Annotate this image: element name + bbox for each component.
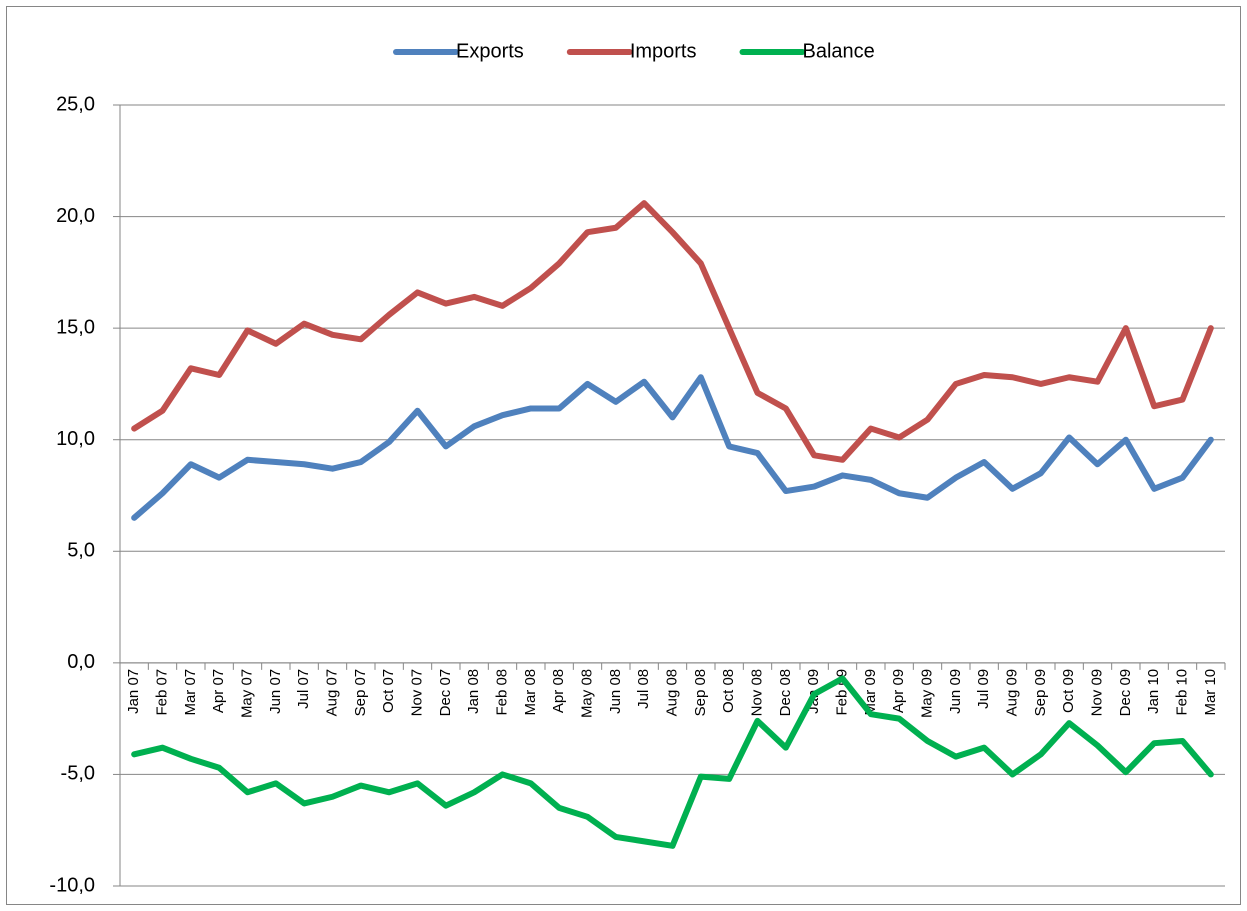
x-tick-label: Mar 10 [1202, 669, 1219, 716]
x-tick-label: May 07 [238, 669, 255, 718]
x-tick-label: Apr 07 [210, 669, 227, 713]
x-tick-label: Nov 09 [1088, 669, 1105, 717]
x-tick-label: Jul 07 [295, 669, 312, 709]
x-tick-label: Jul 08 [635, 669, 652, 709]
x-tick-label: Jan 08 [465, 669, 482, 714]
x-tick-label: Jun 07 [267, 669, 284, 714]
y-tick-label: -10,0 [49, 874, 95, 896]
x-tick-label: Mar 08 [522, 669, 539, 716]
x-tick-label: Feb 10 [1173, 669, 1190, 716]
x-tick-label: Oct 09 [1060, 669, 1077, 713]
series-line [131, 200, 1214, 463]
legend-label: Imports [630, 40, 697, 62]
x-tick-label: Feb 07 [153, 669, 170, 716]
x-tick-label: Dec 07 [437, 669, 454, 717]
x-tick-label: Aug 07 [323, 669, 340, 717]
x-tick-label: Sep 07 [352, 669, 369, 717]
series-line [131, 675, 1214, 849]
legend-label: Exports [456, 40, 524, 62]
x-tick-label: Jun 09 [947, 669, 964, 714]
x-tick-label: Apr 08 [550, 669, 567, 713]
x-tick-label: Feb 08 [493, 669, 510, 716]
y-tick-label: 5,0 [67, 540, 95, 562]
x-tick-label: Apr 09 [890, 669, 907, 713]
x-tick-label: Jan 10 [1145, 669, 1162, 714]
x-tick-label: Oct 07 [380, 669, 397, 713]
x-tick-label: Oct 08 [720, 669, 737, 713]
x-tick-label: Sep 08 [692, 669, 709, 717]
x-tick-label: Jun 08 [607, 669, 624, 714]
x-tick-label: Nov 08 [748, 669, 765, 717]
x-tick-label: Sep 09 [1032, 669, 1049, 717]
x-tick-label: Jan 07 [125, 669, 142, 714]
y-tick-label: 20,0 [56, 205, 95, 227]
x-tick-label: May 08 [578, 669, 595, 718]
series-line [131, 374, 1214, 521]
x-tick-label: May 09 [918, 669, 935, 718]
y-tick-label: 15,0 [56, 316, 95, 338]
chart-border [6, 6, 1241, 905]
y-tick-label: 10,0 [56, 428, 95, 450]
y-tick-label: 0,0 [67, 651, 95, 673]
x-tick-label: Jul 09 [975, 669, 992, 709]
x-tick-label: Dec 08 [777, 669, 794, 717]
x-tick-label: Aug 09 [1003, 669, 1020, 717]
legend-label: Balance [803, 40, 875, 62]
x-tick-label: Nov 07 [408, 669, 425, 717]
y-tick-label: -5,0 [61, 763, 95, 785]
y-tick-label: 25,0 [56, 93, 95, 115]
x-tick-label: Aug 08 [663, 669, 680, 717]
x-tick-label: Mar 07 [182, 669, 199, 716]
x-tick-label: Dec 09 [1117, 669, 1134, 717]
